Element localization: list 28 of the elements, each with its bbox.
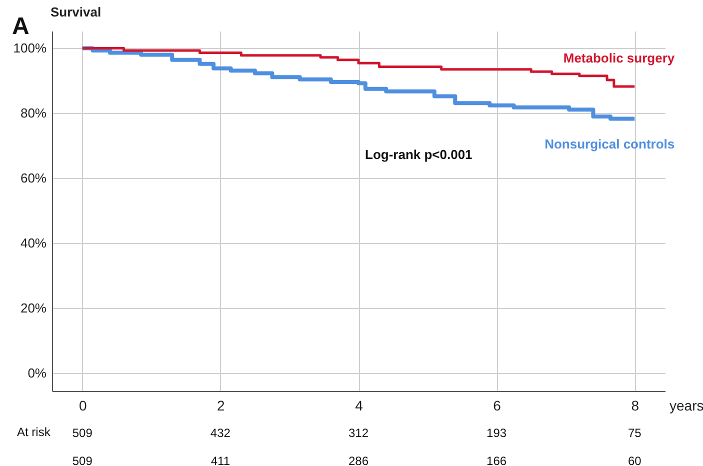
- text: At risk: [17, 425, 52, 439]
- text: 75: [628, 426, 642, 440]
- y-tick-label: 80%: [20, 106, 47, 121]
- x-tick-label: 4: [355, 398, 364, 414]
- y-tick-label: 20%: [20, 300, 47, 316]
- y-tick-label: 0%: [28, 366, 47, 381]
- text: 411: [210, 454, 230, 466]
- y-tick-label: 40%: [20, 236, 47, 251]
- text: 509: [72, 454, 93, 466]
- series-label: Nonsurgical controls: [544, 136, 675, 152]
- text: 432: [210, 426, 231, 440]
- x-tick-label: 2: [217, 398, 226, 414]
- text: 509: [72, 426, 93, 440]
- y-tick-label: 100%: [13, 40, 47, 56]
- text: 312: [348, 426, 369, 440]
- annotation: Log-rank p<0.001: [365, 147, 472, 162]
- x-axis-title: years: [670, 398, 703, 414]
- y-tick-label: 60%: [20, 170, 47, 186]
- text: 286: [348, 454, 369, 466]
- x-tick-label: 6: [493, 398, 502, 414]
- x-tick-label: 0: [78, 398, 87, 414]
- series-label: Metabolic surgery: [563, 50, 676, 66]
- text: 193: [486, 426, 507, 440]
- x-tick-label: 8: [631, 398, 640, 414]
- y-axis-title: Survival: [50, 4, 102, 20]
- text: 166: [486, 454, 507, 466]
- text: A: [12, 13, 30, 40]
- text: 60: [628, 454, 642, 466]
